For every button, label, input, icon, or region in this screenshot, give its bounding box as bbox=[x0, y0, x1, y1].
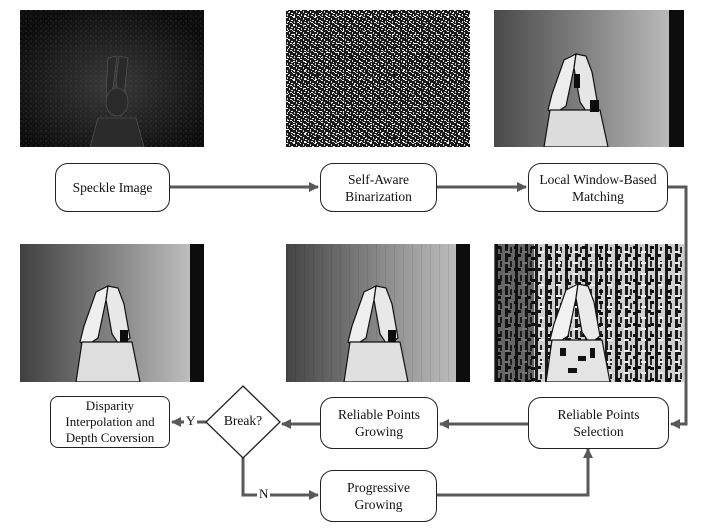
arrow-progressive-to-selection bbox=[437, 448, 593, 497]
final-depth-panel bbox=[20, 244, 204, 382]
node-local-window-matching: Local Window-Based Matching bbox=[528, 163, 668, 212]
node-disparity-interpolation: Disparity Interpolation and Depth Covers… bbox=[50, 396, 170, 448]
node-progressive-growing: Progressive Growing bbox=[320, 470, 437, 522]
selected-points-panel bbox=[494, 244, 684, 382]
edge-label-yes: Y bbox=[184, 413, 198, 429]
matching-disparity-panel bbox=[494, 10, 684, 147]
growing-depth-panel bbox=[286, 244, 470, 382]
arrow-decision-to-progressive-no bbox=[241, 456, 319, 500]
decision-label: Break? bbox=[223, 413, 263, 428]
node-reliable-points-growing: Reliable Points Growing bbox=[320, 397, 438, 449]
edge-label-no: N bbox=[257, 486, 271, 502]
node-speckle-image: Speckle Image bbox=[55, 163, 170, 212]
node-reliable-points-selection: Reliable Points Selection bbox=[528, 397, 669, 449]
node-self-aware-binarization: Self-Aware Binarization bbox=[320, 163, 437, 212]
binarized-image-panel bbox=[286, 10, 470, 147]
speckle-image-panel bbox=[20, 10, 204, 147]
